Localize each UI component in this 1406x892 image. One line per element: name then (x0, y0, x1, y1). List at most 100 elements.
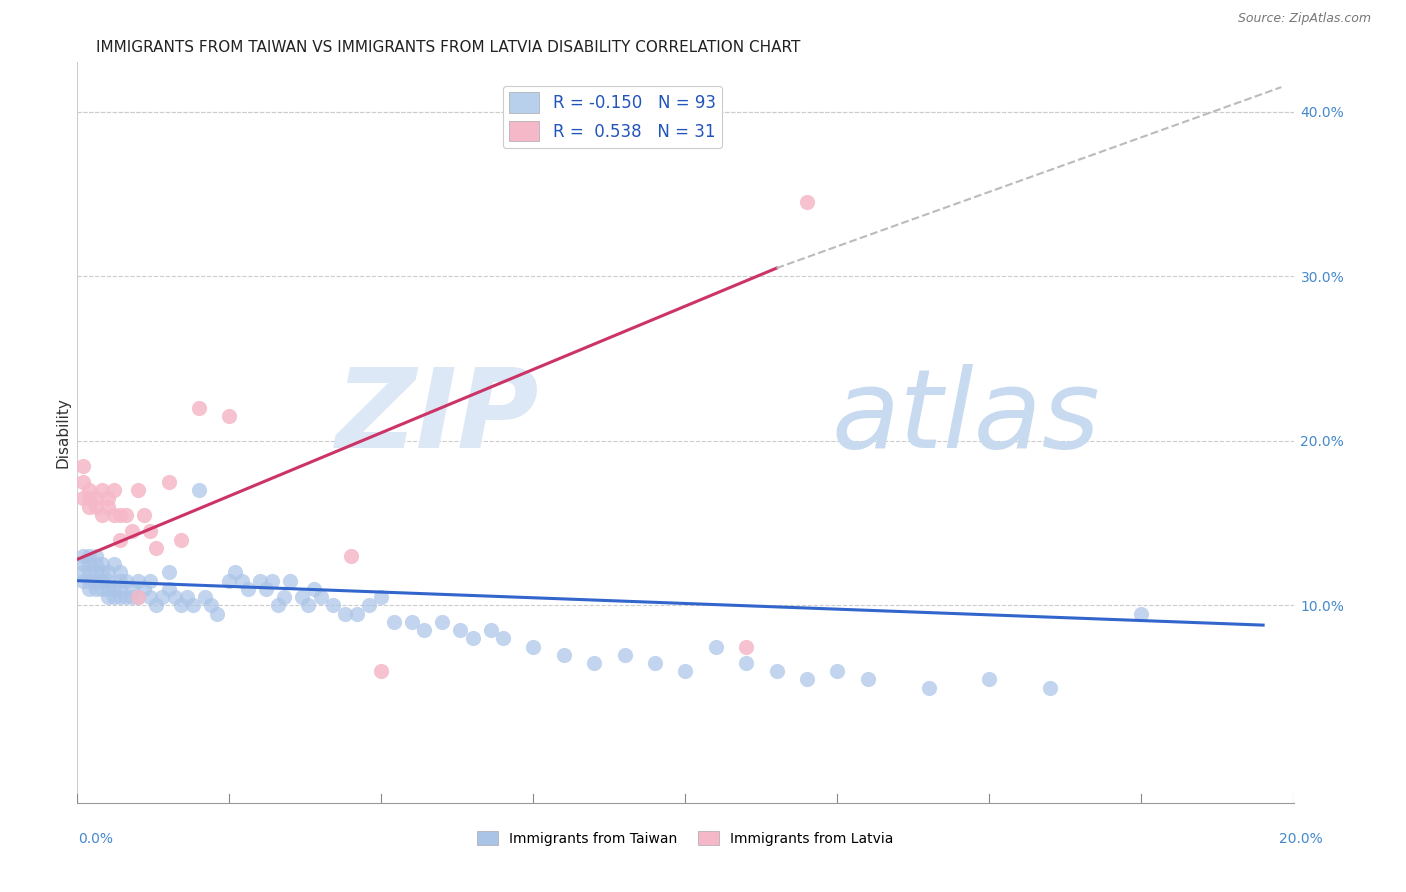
Point (231, 574, 253, 588)
Point (127, 574, 149, 588)
Point (79, 549, 101, 563)
Point (492, 632, 515, 646)
Point (108, 533, 131, 547)
Point (254, 582, 277, 596)
Point (1130, 607, 1153, 621)
Text: atlas: atlas (831, 364, 1099, 471)
Point (84, 500, 107, 514)
Point (796, 673, 818, 687)
Point (90, 574, 112, 588)
Point (163, 590, 186, 604)
Point (176, 590, 198, 604)
Point (79, 558, 101, 572)
Point (765, 664, 787, 678)
Point (553, 648, 575, 662)
Point (90, 483, 112, 498)
Point (449, 623, 471, 637)
Point (370, 664, 392, 678)
Point (127, 483, 149, 498)
Point (735, 640, 758, 654)
Point (72, 566, 94, 580)
Point (145, 599, 167, 613)
Point (84, 558, 107, 572)
Point (304, 582, 326, 596)
Point (121, 590, 143, 604)
Point (103, 558, 125, 572)
Point (90, 558, 112, 572)
Point (97, 566, 120, 580)
Point (194, 590, 217, 604)
Point (97, 574, 120, 588)
Point (90, 566, 112, 580)
Point (121, 524, 143, 539)
Point (134, 582, 156, 596)
Point (205, 607, 228, 621)
Point (675, 664, 697, 678)
Point (413, 623, 436, 637)
Point (115, 508, 138, 522)
Point (72, 549, 94, 563)
Point (103, 590, 125, 604)
Point (115, 574, 138, 588)
Point (84, 566, 107, 580)
Point (79, 500, 101, 514)
Point (72, 475, 94, 489)
Point (121, 582, 143, 596)
Point (152, 590, 174, 604)
Point (97, 500, 120, 514)
Point (401, 615, 423, 629)
Point (79, 483, 101, 498)
Point (188, 483, 211, 498)
Point (108, 508, 131, 522)
Point (157, 475, 180, 489)
Point (90, 508, 112, 522)
Point (79, 574, 101, 588)
Point (134, 508, 156, 522)
Point (72, 574, 94, 588)
Text: IMMIGRANTS FROM TAIWAN VS IMMIGRANTS FROM LATVIA DISABILITY CORRELATION CHART: IMMIGRANTS FROM TAIWAN VS IMMIGRANTS FRO… (96, 40, 800, 55)
Point (84, 574, 107, 588)
Point (127, 590, 149, 604)
Point (827, 664, 849, 678)
Point (145, 541, 167, 555)
Point (382, 615, 405, 629)
Point (72, 491, 94, 506)
Point (127, 590, 149, 604)
Point (200, 599, 222, 613)
Point (583, 656, 606, 670)
Point (108, 582, 131, 596)
Point (218, 409, 240, 424)
Point (359, 599, 381, 613)
Point (170, 533, 193, 547)
Point (249, 574, 271, 588)
Point (108, 566, 131, 580)
Text: ZIP: ZIP (336, 364, 540, 471)
Point (139, 590, 162, 604)
Point (218, 574, 240, 588)
Point (297, 599, 319, 613)
Point (181, 599, 204, 613)
Point (97, 582, 120, 596)
Legend: R = -0.150   N = 93, R =  0.538   N = 31: R = -0.150 N = 93, R = 0.538 N = 31 (502, 86, 723, 148)
Point (79, 491, 101, 506)
Point (72, 458, 94, 473)
Point (918, 681, 941, 695)
Point (333, 607, 356, 621)
Point (613, 648, 636, 662)
Point (309, 590, 332, 604)
Point (522, 640, 544, 654)
Point (139, 574, 162, 588)
Point (461, 632, 484, 646)
Point (103, 483, 125, 498)
Point (72, 558, 94, 572)
Point (346, 607, 368, 621)
Point (84, 549, 107, 563)
Point (796, 195, 818, 210)
Point (322, 599, 344, 613)
Point (79, 566, 101, 580)
Point (856, 673, 879, 687)
Point (97, 590, 120, 604)
Point (157, 582, 180, 596)
Point (236, 582, 259, 596)
Point (84, 491, 107, 506)
